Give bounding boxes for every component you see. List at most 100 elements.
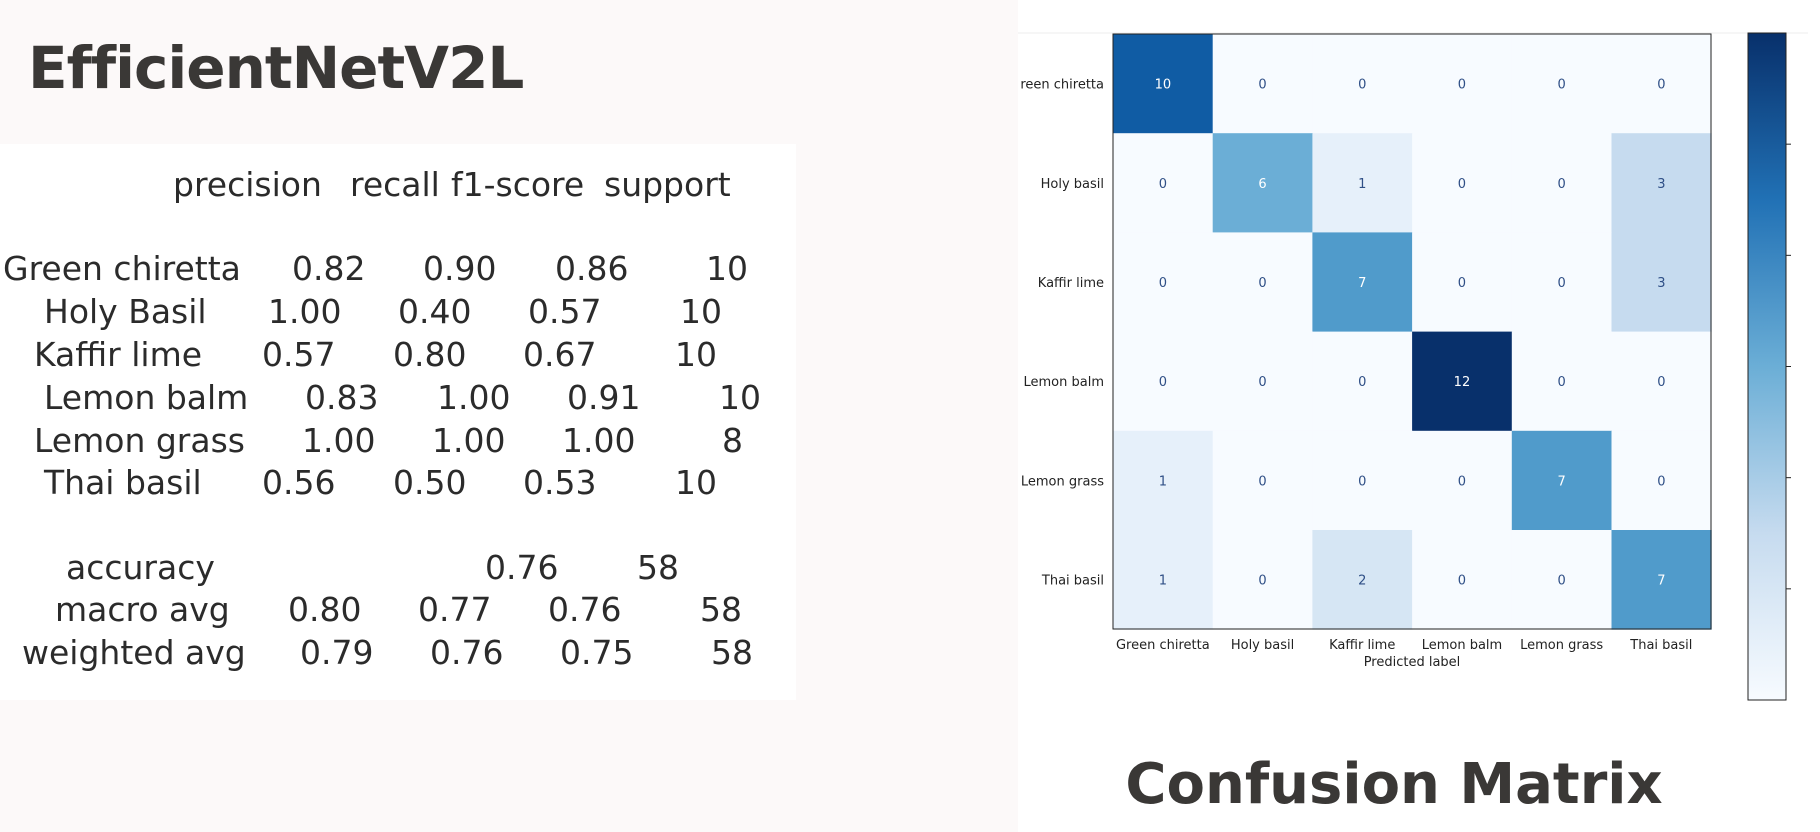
recall-value: 0.77 — [418, 590, 492, 629]
header-support: support — [604, 165, 731, 204]
matrix-frame — [1112, 33, 1712, 630]
recall-value: 1.00 — [432, 421, 506, 460]
confusion-matrix-panel: 10 0 0 0 0 0 0 6 1 0 0 3 0 0 7 0 0 3 0 0 0 12 0 0 1 0 0 0 7 0 1 0 2 0 0 7 r… — [1018, 0, 1820, 832]
row-label: Green chiretta — [3, 249, 241, 288]
accuracy-label: accuracy — [66, 548, 215, 587]
weighted-avg-label: weighted avg — [22, 633, 246, 672]
support-value: 10 — [675, 335, 717, 374]
cell-value: 0 — [1358, 78, 1366, 93]
matrix-cell — [1212, 430, 1313, 531]
support-value: 58 — [700, 590, 742, 629]
matrix-cell — [1312, 430, 1413, 531]
f1-value: 0.67 — [523, 335, 597, 374]
cell-value: 7 — [1558, 474, 1566, 489]
header-precision: precision — [173, 165, 322, 204]
precision-value: 0.79 — [300, 633, 374, 672]
precision-value: 0.83 — [305, 378, 379, 417]
matrix-cell — [1212, 530, 1313, 630]
accuracy-value: 0.76 — [485, 548, 559, 587]
precision-value: 0.82 — [292, 249, 366, 288]
confusion-matrix-chart: 10 0 0 0 0 00 6 1 0 0 30 0 7 0 0 30 0 0 12 0 01 0 0 0 7 01 0 2 0 0 7 r… — [1018, 32, 1808, 701]
support-value: 58 — [711, 633, 753, 672]
cell-value: 3 — [1657, 276, 1665, 291]
support-value: 10 — [675, 463, 717, 502]
matrix-cell — [1212, 232, 1313, 333]
cell-value: 7 — [1358, 276, 1366, 291]
cell-value: 0 — [1657, 474, 1665, 489]
matrix-cell — [1312, 331, 1413, 432]
cell-value: 0 — [1159, 375, 1167, 390]
colorbar — [1747, 32, 1787, 701]
recall-value: 0.90 — [423, 249, 497, 288]
column-label: Thai basil — [1629, 638, 1692, 653]
cell-value: 0 — [1558, 276, 1566, 291]
cell-value: 10 — [1155, 78, 1172, 93]
cell-value: 1 — [1159, 574, 1167, 589]
matrix-cell — [1412, 34, 1513, 134]
matrix-cell — [1113, 232, 1214, 333]
column-label: Green chiretta — [1116, 638, 1210, 653]
cell-value: 7 — [1657, 574, 1665, 589]
cell-value: 0 — [1458, 276, 1466, 291]
row-label: Holy basil — [1041, 177, 1104, 192]
cell-value: 0 — [1657, 78, 1665, 93]
matrix-cell — [1113, 133, 1214, 233]
cell-value: 0 — [1458, 177, 1466, 192]
x-axis-label: Predicted label — [1364, 655, 1461, 670]
cell-value: 0 — [1657, 375, 1665, 390]
page-title: EfficientNetV2L — [28, 34, 524, 102]
matrix-cell — [1312, 530, 1413, 630]
f1-value: 0.86 — [555, 249, 629, 288]
row-label: Thai basil — [1041, 574, 1104, 589]
matrix-cell — [1312, 232, 1413, 333]
row-label: Kaffir lime — [34, 335, 203, 374]
precision-value: 1.00 — [302, 421, 376, 460]
matrix-cell — [1412, 530, 1513, 630]
support-value: 10 — [680, 292, 722, 331]
support-value: 10 — [719, 378, 761, 417]
cell-value: 0 — [1159, 177, 1167, 192]
colorbar-ticks — [1786, 143, 1791, 590]
matrix-cell — [1611, 133, 1712, 233]
header-f1-score: f1-score — [451, 165, 585, 204]
row-label: Lemon grass — [1021, 474, 1104, 489]
macro-avg-label: macro avg — [55, 590, 230, 629]
cell-value: 0 — [1558, 177, 1566, 192]
cell-value: 0 — [1558, 574, 1566, 589]
precision-value: 0.80 — [288, 590, 362, 629]
matrix-cells — [1113, 34, 1712, 630]
matrix-cell — [1611, 331, 1712, 432]
cell-value: 0 — [1558, 78, 1566, 93]
f1-value: 0.57 — [528, 292, 602, 331]
matrix-cell — [1113, 331, 1214, 432]
cell-value: 0 — [1358, 474, 1366, 489]
matrix-cell — [1511, 331, 1612, 432]
f1-value: 0.76 — [548, 590, 622, 629]
row-label: Lemon balm — [1024, 375, 1105, 390]
matrix-cell — [1212, 331, 1313, 432]
cell-value: 1 — [1358, 177, 1366, 192]
matrix-cell — [1113, 430, 1214, 531]
matrix-cell — [1611, 232, 1712, 333]
matrix-cell — [1511, 232, 1612, 333]
row-label: Kaffir lime — [1038, 276, 1104, 291]
row-label: reen chiretta — [1020, 78, 1104, 93]
matrix-cell — [1611, 530, 1712, 630]
recall-value: 0.80 — [393, 335, 467, 374]
matrix-cell — [1312, 34, 1413, 134]
f1-value: 0.53 — [523, 463, 597, 502]
confusion-matrix-title: Confusion Matrix — [1125, 752, 1663, 817]
cell-value: 0 — [1258, 574, 1266, 589]
column-label: Lemon grass — [1520, 638, 1603, 653]
matrix-cell — [1212, 133, 1313, 233]
support-value: 8 — [722, 421, 743, 460]
cell-value: 0 — [1458, 78, 1466, 93]
column-label: Lemon balm — [1422, 638, 1503, 653]
cell-value: 6 — [1258, 177, 1266, 192]
precision-value: 0.56 — [262, 463, 336, 502]
recall-value: 0.40 — [398, 292, 472, 331]
matrix-cell — [1511, 34, 1612, 134]
row-label: Lemon grass — [34, 421, 245, 460]
precision-value: 1.00 — [268, 292, 342, 331]
cell-value: 0 — [1258, 375, 1266, 390]
